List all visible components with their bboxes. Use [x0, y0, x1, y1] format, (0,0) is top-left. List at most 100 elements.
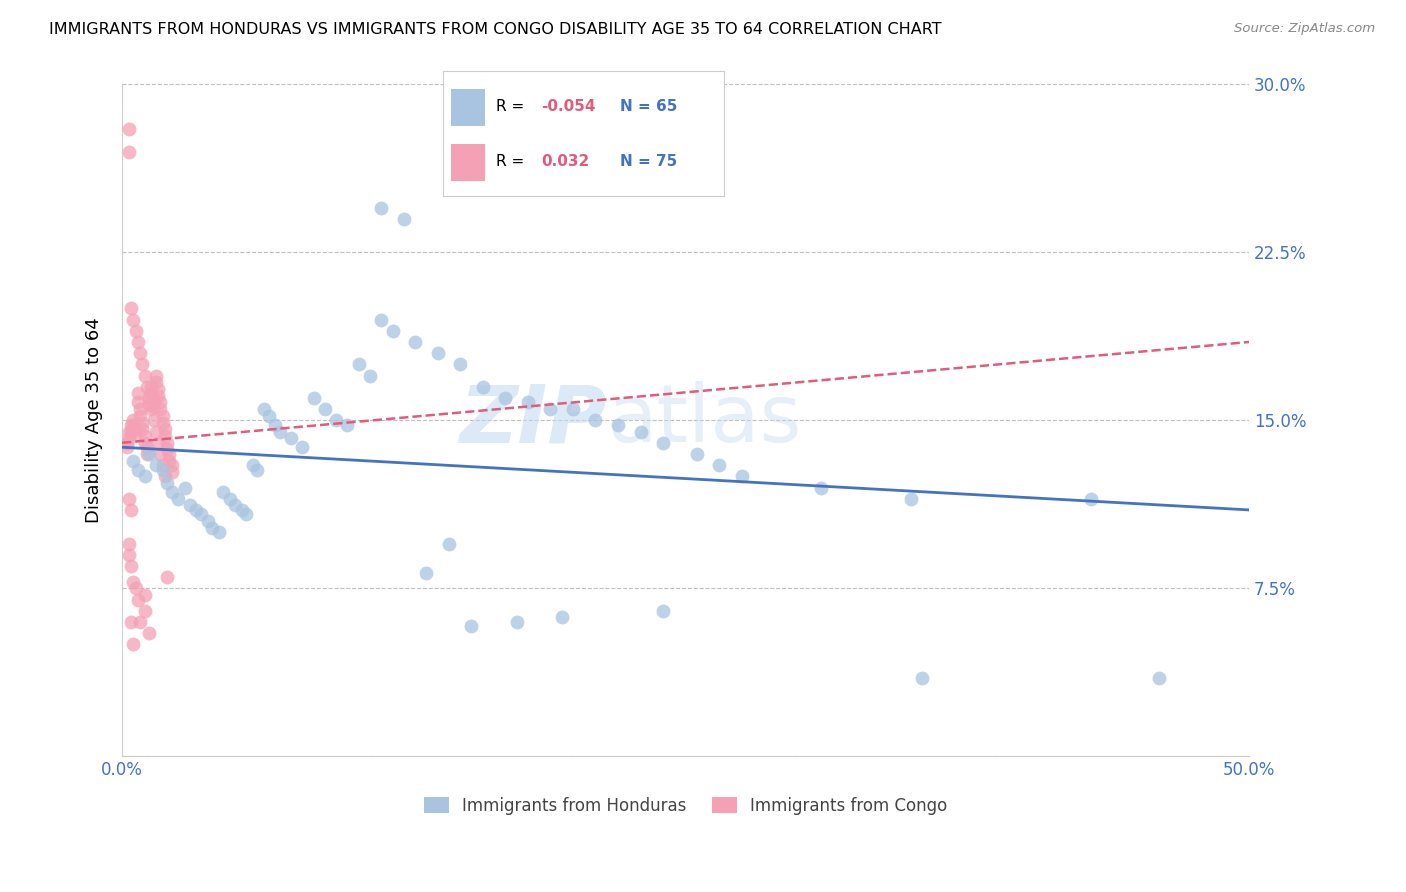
Point — [118, 548, 141, 562]
Point — [134, 469, 156, 483]
Point — [134, 604, 156, 618]
Point — [156, 570, 179, 584]
Point — [145, 425, 167, 439]
Point — [141, 386, 163, 401]
Point — [124, 582, 146, 596]
Point — [115, 435, 138, 450]
Point — [142, 393, 165, 408]
Point — [118, 536, 141, 550]
Point — [291, 440, 314, 454]
Point — [127, 386, 149, 401]
Point — [325, 413, 347, 427]
Point — [118, 145, 141, 159]
Point — [149, 447, 172, 461]
Point — [437, 536, 460, 550]
Point — [129, 346, 152, 360]
Point — [231, 503, 253, 517]
Point — [122, 312, 145, 326]
Point — [415, 566, 437, 580]
Point — [264, 417, 287, 432]
Point — [142, 400, 165, 414]
Point — [120, 615, 142, 629]
Point — [583, 413, 606, 427]
Point — [149, 402, 172, 417]
Point — [449, 357, 471, 371]
Point — [122, 637, 145, 651]
Point — [129, 402, 152, 417]
Point — [160, 485, 183, 500]
Point — [122, 417, 145, 432]
Text: N = 75: N = 75 — [620, 153, 678, 169]
Point — [157, 453, 180, 467]
Point — [242, 458, 264, 472]
Point — [153, 422, 176, 436]
Point — [152, 409, 174, 423]
Point — [186, 503, 208, 517]
Point — [709, 458, 731, 472]
Point — [156, 476, 179, 491]
Point — [115, 440, 138, 454]
Point — [124, 324, 146, 338]
Point — [152, 458, 174, 472]
Point — [124, 426, 146, 441]
Point — [141, 402, 163, 417]
Point — [900, 491, 922, 506]
Point — [138, 391, 160, 405]
Point — [381, 324, 404, 338]
Point — [138, 626, 160, 640]
Point — [134, 429, 156, 443]
Point — [120, 417, 142, 432]
Point — [302, 391, 325, 405]
Point — [122, 574, 145, 589]
Point — [370, 201, 392, 215]
Point — [538, 402, 561, 417]
Bar — [451, 89, 485, 127]
Point — [131, 416, 153, 430]
Point — [810, 481, 832, 495]
Point — [505, 615, 527, 629]
Text: R =: R = — [496, 153, 534, 169]
Point — [152, 462, 174, 476]
Point — [370, 312, 392, 326]
Point — [129, 409, 152, 423]
Point — [120, 558, 142, 573]
Point — [145, 458, 167, 472]
Point — [120, 301, 142, 316]
Point — [190, 508, 212, 522]
Point — [253, 402, 276, 417]
Point — [135, 380, 157, 394]
Point — [153, 429, 176, 443]
Point — [561, 402, 583, 417]
Point — [550, 610, 572, 624]
Point — [124, 422, 146, 436]
Point — [138, 447, 160, 461]
Point — [686, 447, 709, 461]
Point — [138, 398, 160, 412]
Point — [167, 491, 190, 506]
Point — [135, 447, 157, 461]
Point — [179, 499, 201, 513]
Text: Source: ZipAtlas.com: Source: ZipAtlas.com — [1234, 22, 1375, 36]
Point — [120, 425, 142, 439]
Point — [122, 413, 145, 427]
Point — [1147, 671, 1170, 685]
Point — [149, 395, 172, 409]
Point — [347, 357, 370, 371]
Point — [516, 395, 538, 409]
Point — [146, 382, 169, 396]
Point — [127, 462, 149, 476]
Point — [1080, 491, 1102, 506]
Point — [145, 368, 167, 383]
Text: N = 65: N = 65 — [620, 99, 678, 114]
Point — [652, 604, 675, 618]
Point — [127, 592, 149, 607]
Point — [208, 525, 231, 540]
Point — [118, 431, 141, 445]
Text: -0.054: -0.054 — [541, 99, 596, 114]
Point — [134, 368, 156, 383]
Point — [118, 425, 141, 439]
Point — [156, 435, 179, 450]
Point — [607, 417, 630, 432]
Point — [127, 334, 149, 349]
Point — [257, 409, 280, 423]
